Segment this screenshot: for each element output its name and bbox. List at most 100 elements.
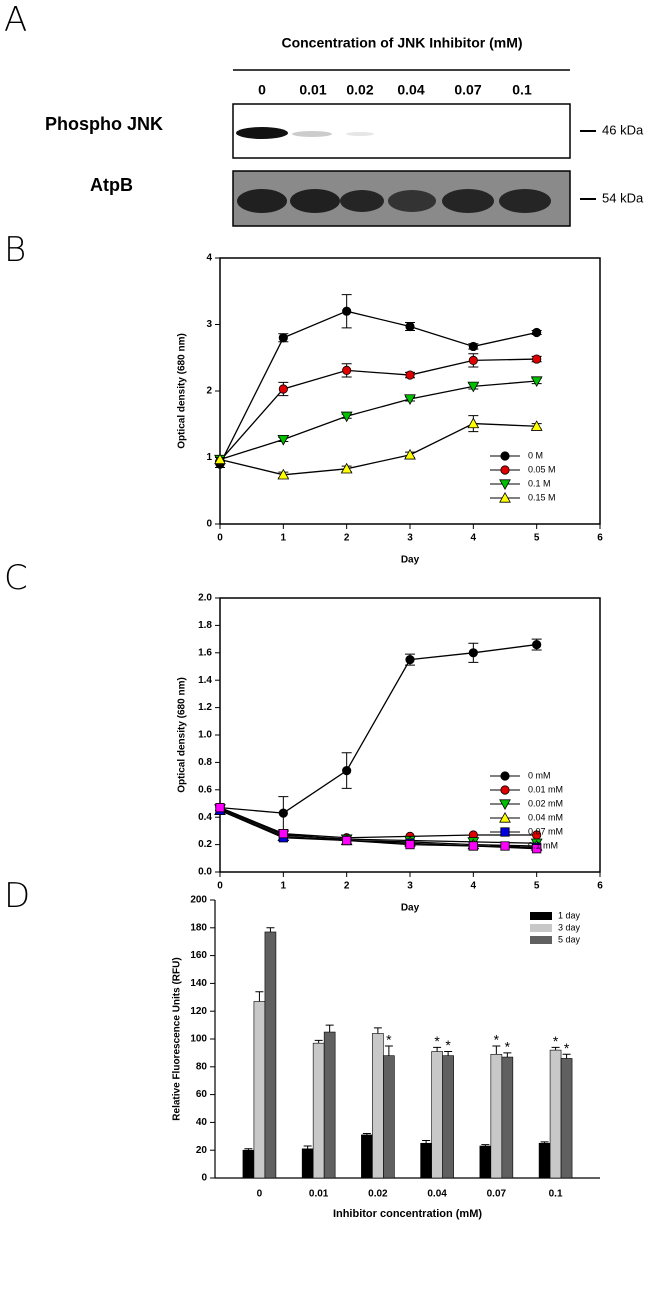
x-tick-label: 1: [281, 533, 287, 544]
legend-label: 3 day: [558, 922, 581, 932]
y-tick-label: 1.6: [198, 647, 212, 658]
x-tick-label: 6: [597, 881, 603, 892]
legend-marker: [499, 799, 511, 811]
bar: [312, 1042, 325, 1179]
y-tick-label: 2.0: [198, 593, 212, 604]
error-bar: [492, 1045, 501, 1055]
y-axis-label: Relative Fluorescence Units (RFU): [172, 957, 183, 1120]
marker: [277, 468, 290, 480]
marker: [532, 354, 542, 364]
legend-marker: [499, 479, 511, 491]
x-tick-label: 1: [281, 881, 287, 892]
x-axis-label: Day: [401, 555, 420, 566]
error-bar: [384, 1045, 393, 1056]
bar: [431, 1051, 443, 1179]
marker: [278, 333, 288, 343]
y-tick-label: 1.0: [198, 730, 212, 741]
legend-label: 0.05 M: [528, 464, 556, 474]
legend-marker: [500, 451, 510, 461]
bar: [479, 1145, 492, 1179]
x-tick-label: 0: [217, 533, 223, 544]
panel-letter: A: [4, 0, 27, 40]
blot-title: Concentration of JNK Inhibitor (mM): [281, 35, 522, 51]
legend-marker: [499, 491, 511, 503]
band: [442, 189, 494, 213]
legend-swatch: [530, 924, 552, 932]
lane-label: 0.02: [346, 82, 373, 98]
legend-marker: [500, 465, 510, 475]
marker: [342, 835, 352, 846]
y-tick-label: 140: [190, 978, 207, 989]
marker: [278, 384, 288, 394]
y-tick-label: 1.8: [198, 620, 212, 631]
legend-label: 0.1 mM: [528, 840, 558, 850]
band: [290, 189, 340, 213]
bar: [253, 1001, 266, 1179]
bar: [361, 1134, 373, 1179]
panel-letter: B: [4, 230, 26, 270]
x-axis-label: Day: [401, 903, 420, 914]
x-axis-label: Inhibitor concentration (mM): [333, 1208, 482, 1220]
blot-box: [232, 103, 571, 159]
marker: [277, 434, 290, 446]
legend-label: 0 M: [528, 450, 543, 460]
marker: [532, 844, 542, 854]
y-tick-label: 160: [190, 950, 207, 961]
y-tick-label: 0: [206, 519, 212, 530]
y-tick-label: 1.2: [198, 702, 212, 713]
series-line: [219, 310, 537, 465]
legend-label: 0.02 mM: [528, 798, 563, 808]
error-bar: [503, 1052, 512, 1058]
legend-marker: [499, 811, 511, 823]
x-tick-label: 4: [471, 881, 477, 892]
marker: [342, 766, 352, 776]
marker: [215, 803, 225, 813]
error-bar: [373, 1027, 382, 1034]
panel-letter: C: [4, 558, 28, 598]
marker: [340, 411, 353, 423]
legend-label: 0.01 mM: [528, 784, 563, 794]
marker: [405, 655, 415, 665]
error-bar: [481, 1144, 490, 1147]
marker: [405, 370, 415, 380]
marker: [468, 648, 478, 658]
y-tick-label: 20: [196, 1145, 208, 1156]
marker: [404, 394, 416, 406]
bar: [501, 1056, 514, 1179]
x-tick-label: 3: [407, 533, 413, 544]
legend-marker: [500, 827, 510, 837]
y-tick-label: 60: [196, 1089, 208, 1100]
legend-label: 0 mM: [528, 770, 551, 780]
significance-mark: *: [445, 1037, 451, 1053]
y-tick-label: 0.0: [198, 867, 212, 878]
legend-marker: [500, 841, 510, 851]
blot-row-label: Phospho JNK: [45, 114, 163, 134]
x-tick-label: 0.01: [309, 1189, 329, 1200]
x-tick-label: 4: [471, 533, 477, 544]
band: [292, 131, 332, 137]
x-tick-label: 0.07: [487, 1189, 507, 1200]
blot-row-label: AtpB: [90, 175, 133, 195]
legend-marker: [500, 771, 510, 781]
bar: [372, 1033, 384, 1179]
bar: [442, 1055, 454, 1179]
x-tick-label: 0: [217, 881, 223, 892]
legend-label: 5 day: [558, 934, 581, 944]
bar: [301, 1148, 314, 1179]
band: [340, 190, 384, 212]
bar: [242, 1149, 255, 1179]
y-tick-label: 1: [206, 452, 212, 463]
x-tick-label: 6: [597, 533, 603, 544]
error-bar: [314, 1039, 323, 1044]
series-line: [219, 380, 537, 461]
x-tick-label: 2: [344, 533, 350, 544]
y-tick-label: 0.4: [198, 812, 212, 823]
error-bar: [255, 991, 264, 1002]
x-tick-label: 0.02: [368, 1189, 388, 1200]
bar: [560, 1058, 573, 1179]
bar: [420, 1142, 432, 1179]
significance-mark: *: [434, 1033, 440, 1049]
legend-label: 0.04 mM: [528, 812, 563, 822]
